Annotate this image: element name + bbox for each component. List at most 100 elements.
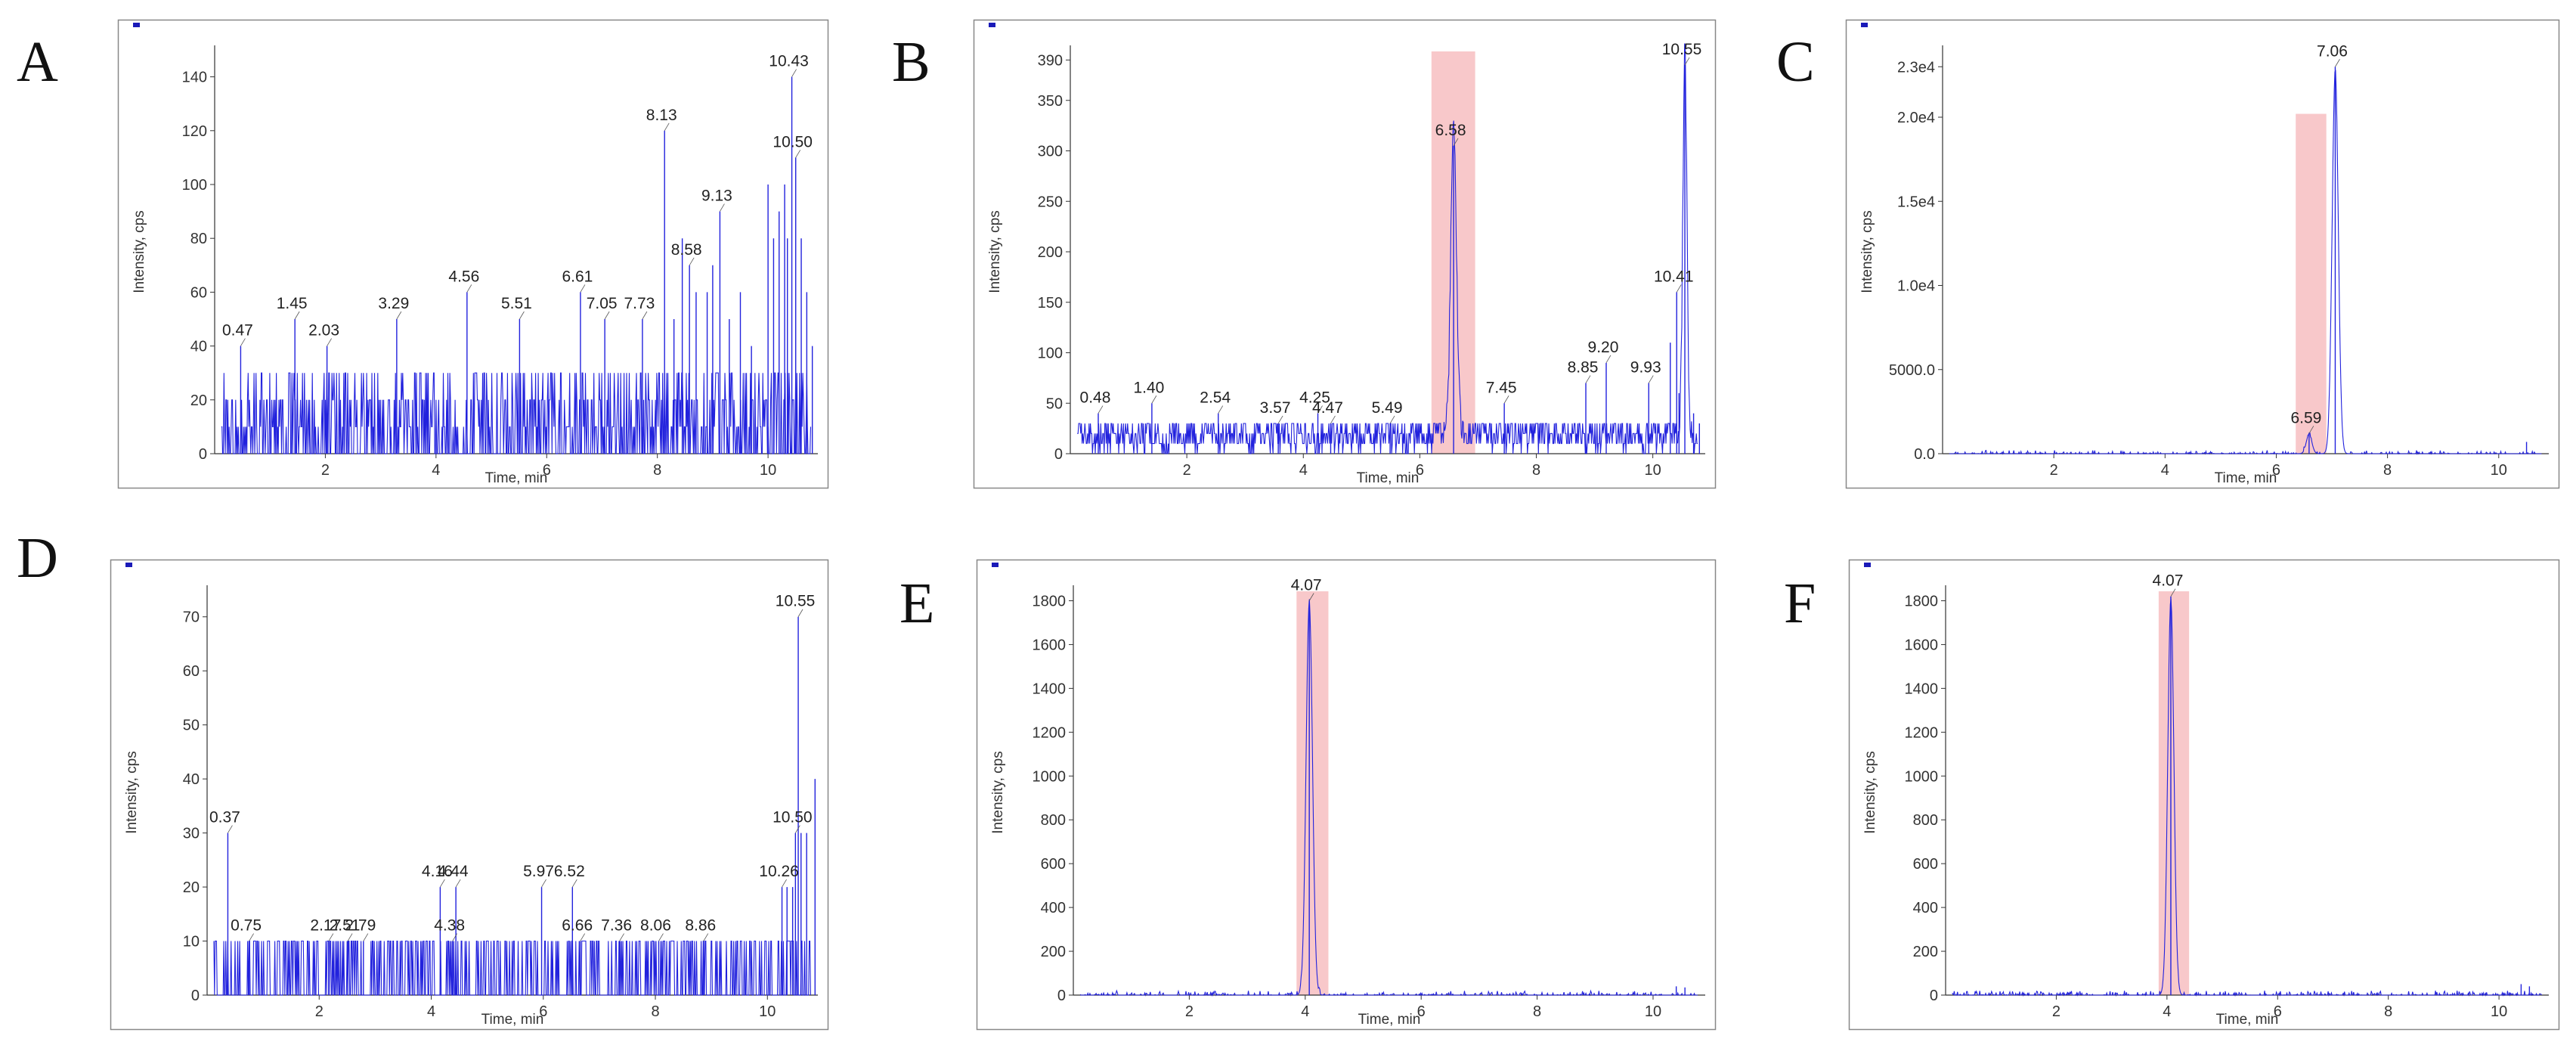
y-tick-label: 30 [183,826,200,842]
peak-leader [541,879,546,888]
peak-label: 4.47 [1312,399,1343,417]
y-tick-label: 1400 [1033,681,1067,697]
peak-leader [580,933,586,941]
x-tick-label: 8 [1533,1003,1541,1020]
peak-label: 5.97 [523,863,554,880]
peak-label: 9.20 [1588,339,1619,356]
y-tick-label: 40 [190,339,207,355]
peak-label: 8.85 [1568,359,1599,377]
x-tick-label: 6 [1417,1003,1426,1020]
y-axis-label: Intensity, cps [990,751,1006,833]
peak-leader [1151,395,1157,404]
y-tick-label: 0 [1057,988,1066,1004]
y-tick-label: 20 [190,392,207,409]
x-tick-label: 8 [2384,1003,2392,1020]
peak-label: 6.58 [1435,122,1466,139]
peak-leader [328,933,334,941]
y-tick-label: 1200 [1033,724,1067,741]
peak-leader [327,338,332,346]
peak-leader [658,933,664,941]
peak-label: 10.55 [1662,41,1702,58]
y-tick-label: 1.5e4 [1897,194,1935,210]
y-tick-label: 150 [1038,295,1063,312]
y-tick-label: 5000.0 [1889,362,1935,379]
y-tick-label: 100 [182,177,207,194]
peak-leader [363,933,369,941]
peak-leader [1218,405,1224,414]
peak-label: 4.38 [434,917,465,935]
peak-label: 8.86 [685,917,716,935]
y-tick-label: 200 [1913,944,1938,960]
y-tick-label: 0 [191,988,200,1004]
peak-label: 8.06 [640,917,671,935]
x-tick-label: 6 [539,1003,547,1020]
chart-panel-d: 0 10 20 30 40 50 60 70 2 4 6 8 10 Time, min Intensity,… [110,559,829,1031]
peak-label: 2.54 [1200,389,1231,407]
y-tick-label: 2.3e4 [1897,59,1935,76]
peak-label: 3.57 [1260,399,1291,417]
x-axis-label: Time, min [2215,470,2277,486]
chart-frame [973,19,1717,489]
peak-leader [294,311,300,320]
y-tick-label: 1800 [1033,593,1067,609]
peak-label: 7.73 [624,295,655,312]
x-tick-label: 10 [760,462,776,479]
corner-marker [1861,23,1868,27]
panel-letter-f: F [1784,572,1816,635]
peak-leader [396,311,402,320]
x-tick-label: 4 [2163,1003,2171,1020]
peak-leader [797,609,803,617]
chart-panel-e: 0 200 400 600 800 1000 1200 1400 1600 1800 2 4 6 8 10 T… [976,559,1717,1031]
y-tick-label: 120 [182,123,207,140]
peak-leader [642,311,648,320]
x-tick-label: 2 [321,462,330,479]
x-tick-label: 2 [1183,462,1191,479]
y-tick-label: 200 [1041,944,1066,960]
peak-leader [795,825,800,833]
retention-highlight [1296,591,1329,995]
y-tick-label: 200 [1038,244,1063,261]
peak-leader [1098,405,1104,414]
panel-letter-c: C [1776,30,1815,94]
peak-label: 0.47 [222,322,253,340]
chart-panel-b: 0 50 100 150 200 250 300 350 390 2 4 6 8 10 Time, min I… [973,19,1717,489]
peak-label: 10.41 [1654,268,1694,285]
peak-label: 4.25 [1299,389,1330,407]
peak-leader [1684,57,1690,66]
corner-marker [989,23,995,27]
x-tick-label: 10 [1645,462,1661,479]
y-tick-label: 40 [183,771,200,788]
peak-label: 0.48 [1080,389,1111,407]
corner-marker [1864,563,1871,567]
y-tick-label: 80 [190,231,207,247]
peak-leader [791,69,797,77]
x-tick-label: 10 [2491,462,2507,479]
peak-label: 6.66 [562,917,593,935]
peak-label: 0.75 [231,917,262,935]
x-tick-label: 4 [427,1003,435,1020]
peak-leader [1277,415,1283,424]
peak-leader [249,933,254,941]
y-tick-label: 0 [1930,988,1938,1004]
chromatogram-trace [213,940,811,996]
y-tick-label: 50 [183,718,200,734]
x-tick-label: 10 [1645,1003,1661,1020]
peak-leader [1585,375,1591,383]
peak-leader [466,284,472,293]
peak-leader [720,203,725,212]
peak-label: 10.26 [759,863,799,880]
x-axis-label: Time, min [485,470,548,486]
peak-leader [619,933,624,941]
x-tick-label: 10 [759,1003,776,1020]
y-axis-label: Intensity, cps [1859,210,1875,293]
chart-frame [1848,559,2560,1031]
panel-letter-a: A [17,30,58,94]
peak-leader [452,933,458,941]
x-tick-label: 10 [2491,1003,2507,1020]
x-axis-label: Time, min [1357,470,1420,486]
y-tick-label: 60 [190,284,207,301]
y-tick-label: 100 [1038,346,1063,362]
x-axis-label: Time, min [1358,1012,1421,1028]
x-tick-label: 2 [2052,1003,2060,1020]
y-tick-label: 2.0e4 [1897,110,1935,126]
